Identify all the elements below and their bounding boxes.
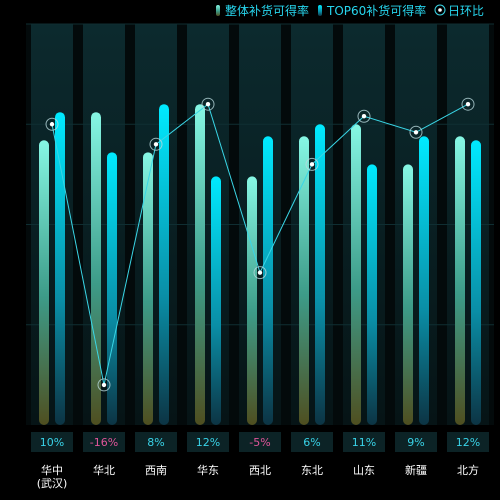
change-label: -5%	[249, 436, 270, 449]
bar-overall[interactable]	[143, 152, 153, 425]
line-point[interactable]	[413, 130, 419, 135]
x-tick-label: 山东	[353, 464, 375, 477]
legend: 整体补货可得率 TOP60补货可得率 日环比	[216, 3, 484, 18]
change-label: 10%	[40, 436, 64, 449]
bar-top60[interactable]	[159, 104, 169, 425]
bar-overall[interactable]	[91, 112, 101, 425]
bar-top60[interactable]	[107, 152, 117, 425]
change-label-box	[343, 432, 385, 452]
x-tick-label: 北方	[457, 463, 479, 477]
change-label-box	[187, 432, 229, 452]
line-point[interactable]	[361, 114, 367, 119]
change-label: -16%	[90, 436, 118, 449]
bar-overall[interactable]	[351, 124, 361, 425]
change-label: 12%	[196, 436, 220, 449]
change-label-box	[291, 432, 333, 452]
bar-top60[interactable]	[419, 136, 429, 425]
change-label: 6%	[303, 436, 320, 449]
change-label-box	[83, 432, 125, 452]
bar-top60[interactable]	[315, 124, 325, 425]
bar-overall[interactable]	[39, 140, 49, 426]
line-point-ring	[305, 157, 319, 171]
change-label: 12%	[456, 436, 480, 449]
legend-swatch-bar1	[216, 5, 220, 16]
bar-overall[interactable]	[247, 176, 257, 425]
line-point-ring	[409, 125, 423, 139]
bar-top60[interactable]	[367, 164, 377, 425]
line-point[interactable]	[153, 142, 159, 147]
change-label-box	[31, 432, 73, 452]
plot-area	[26, 23, 494, 426]
line-point-ring	[97, 378, 111, 392]
line-point[interactable]	[309, 162, 315, 167]
legend-label-bar2: TOP60补货可得率	[326, 3, 426, 18]
bar-top60[interactable]	[263, 136, 273, 425]
line-point[interactable]	[49, 122, 55, 127]
change-labels: 10% -16% 8% 12% -5% 6% 11% 9% 12%	[31, 432, 489, 452]
x-tick-label: 西南	[145, 464, 167, 477]
bar-overall[interactable]	[299, 136, 309, 425]
change-label: 8%	[147, 436, 164, 449]
change-label-box	[395, 432, 437, 452]
line-point-ring	[357, 109, 371, 123]
line-point-ring	[253, 266, 267, 280]
x-tick-label: 西北	[249, 464, 271, 477]
line-point-ring	[149, 137, 163, 151]
x-axis-labels: 华中(武汉) 华北 西南 华东 西北 东北 山东 新疆 北方	[37, 463, 479, 490]
bar-top60[interactable]	[55, 112, 65, 425]
x-tick-label: 华北	[93, 463, 115, 477]
line-point-ring	[461, 97, 475, 111]
bar-overall[interactable]	[455, 136, 465, 425]
line-point[interactable]	[465, 102, 471, 107]
line-point[interactable]	[205, 102, 211, 107]
change-label: 11%	[352, 436, 376, 449]
change-label-box	[135, 432, 177, 452]
legend-marker-line	[434, 4, 446, 16]
x-tick-label: 新疆	[405, 463, 427, 477]
line-point[interactable]	[257, 270, 263, 275]
x-tick-label: 东北	[301, 464, 323, 477]
bar-overall[interactable]	[403, 164, 413, 425]
line-point-ring	[45, 117, 59, 131]
x-tick-label: 华中(武汉)	[37, 463, 68, 490]
bar-top60[interactable]	[211, 176, 221, 425]
legend-marker-line-dot	[438, 8, 442, 12]
legend-swatch-bar2	[318, 5, 322, 16]
line-point[interactable]	[101, 382, 107, 388]
change-label: 9%	[407, 436, 424, 449]
x-tick-label: 华东	[197, 463, 219, 477]
line-point-ring	[201, 97, 215, 111]
legend-label-bar1: 整体补货可得率	[225, 3, 309, 18]
bar-top60[interactable]	[471, 140, 481, 426]
change-label-box	[447, 432, 489, 452]
legend-label-line: 日环比	[448, 4, 484, 18]
bar-overall[interactable]	[195, 104, 205, 425]
change-label-box	[239, 432, 281, 452]
